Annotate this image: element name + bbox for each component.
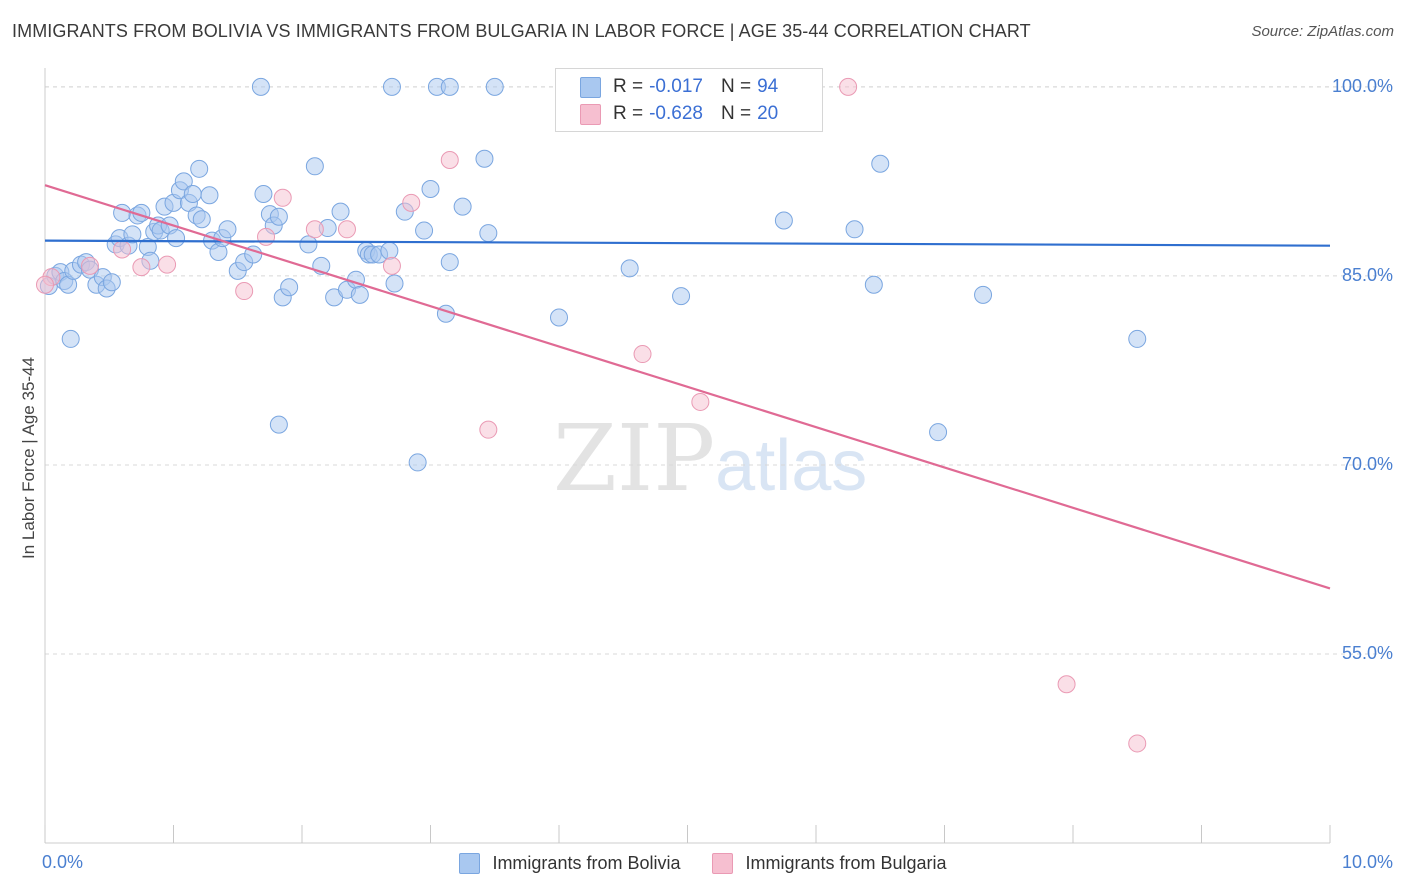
bolivia-point (174, 172, 193, 191)
bulgaria-point (235, 282, 254, 301)
y-tick-label: 70.0% (1341, 453, 1393, 474)
bulgaria-point (839, 77, 858, 96)
legend-label-bulgaria: Immigrants from Bulgaria (745, 853, 947, 873)
legend-label-bolivia: Immigrants from Bolivia (492, 853, 681, 873)
x-tick-label-max: 10.0% (1341, 852, 1393, 872)
bolivia-point (672, 287, 691, 306)
bolivia-point (200, 186, 219, 205)
bolivia-point (440, 77, 459, 96)
y-tick-label: 55.0% (1341, 642, 1393, 663)
bolivia-point (871, 154, 890, 173)
legend-swatch-bolivia (580, 76, 601, 98)
bulgaria-point (691, 392, 710, 411)
bolivia-point (192, 210, 211, 229)
bolivia-point (845, 220, 864, 239)
bulgaria-point (382, 256, 401, 275)
bolivia-point (299, 235, 318, 254)
bolivia-point (331, 202, 350, 221)
watermark-atlas: atlas (715, 426, 868, 506)
bulgaria-point (440, 150, 459, 169)
bulgaria-point (479, 420, 498, 439)
bulgaria-point (1128, 734, 1147, 753)
bolivia-point (350, 285, 369, 304)
watermark-zip: ZIP (553, 405, 716, 512)
bolivia-point (167, 229, 186, 248)
bulgaria-point (633, 345, 652, 364)
bolivia-point (1128, 329, 1147, 348)
legend-swatch-bulgaria (580, 103, 601, 125)
bolivia-point (485, 77, 504, 96)
x-tick-label-min: 0.0% (42, 852, 84, 872)
bulgaria-point (337, 220, 356, 239)
legend-swatch-bulgaria (712, 853, 734, 874)
axes (44, 68, 1331, 844)
gridlines (45, 86, 1390, 655)
bolivia-point (251, 77, 270, 96)
bolivia-point (254, 185, 273, 204)
bolivia-point (385, 274, 404, 293)
watermark: ZIPatlas (553, 405, 867, 512)
bolivia-point (305, 157, 324, 176)
bolivia-point (421, 179, 440, 198)
bolivia-point (550, 308, 568, 327)
series-bulgaria-points (36, 77, 1147, 753)
bolivia-point (453, 197, 472, 216)
legend-r-label: R = (613, 76, 644, 97)
bolivia-point (929, 423, 948, 442)
bulgaria-point (158, 255, 177, 274)
legend-row-bulgaria: R = -0.628 N = 20 (580, 101, 778, 127)
bolivia-point (475, 149, 494, 168)
bolivia-point (408, 453, 427, 472)
source-credit: Source: ZipAtlas.com (1251, 23, 1394, 40)
bolivia-point (774, 211, 793, 230)
bolivia-point (123, 225, 142, 244)
bolivia-trend-line (44, 239, 1331, 247)
bolivia-point (190, 159, 209, 178)
bolivia-point (269, 415, 288, 434)
bolivia-point (269, 207, 288, 226)
bulgaria-point (132, 258, 151, 277)
bulgaria-point (257, 227, 276, 246)
y-tick-label: 85.0% (1341, 264, 1393, 285)
bulgaria-point (402, 193, 421, 212)
legend-n-label: N = (720, 76, 752, 97)
legend-swatch-bolivia (459, 853, 481, 874)
bolivia-point (61, 329, 80, 348)
legend-n-label: N = (720, 103, 752, 124)
legend-r-value: -0.628 (649, 103, 703, 124)
bulgaria-point (305, 220, 324, 239)
bolivia-point (380, 241, 399, 260)
bolivia-point (864, 275, 883, 294)
bolivia-point (102, 273, 121, 292)
legend-row-bolivia: R = -0.017 N = 94 (580, 74, 778, 100)
bolivia-point (974, 285, 993, 304)
trend-lines (44, 184, 1331, 590)
series-legend: Immigrants from Bolivia Immigrants from … (0, 853, 1406, 874)
bulgaria-trend-line (44, 184, 1331, 590)
bolivia-point (479, 224, 498, 243)
legend-r-value: -0.017 (649, 76, 703, 97)
bulgaria-point (113, 240, 132, 259)
legend-item-bolivia: Immigrants from Bolivia (459, 853, 680, 874)
bolivia-point (440, 253, 459, 272)
legend-r-label: R = (613, 103, 644, 124)
legend-n-value: 94 (757, 76, 779, 97)
bulgaria-point (273, 188, 292, 207)
bolivia-point (280, 278, 299, 297)
bulgaria-point (36, 275, 54, 294)
stats-legend: R = -0.017 N = 94 R = -0.628 N = 20 (555, 68, 823, 132)
bulgaria-point (1057, 675, 1076, 694)
chart-title: IMMIGRANTS FROM BOLIVIA VS IMMIGRANTS FR… (12, 21, 1031, 41)
bolivia-point (415, 221, 434, 240)
bulgaria-point (80, 256, 99, 275)
bolivia-point (183, 185, 202, 204)
bolivia-point (218, 220, 237, 239)
legend-n-value: 20 (757, 103, 779, 124)
y-tick-label: 100.0% (1331, 75, 1393, 96)
legend-item-bulgaria: Immigrants from Bulgaria (712, 853, 947, 874)
bolivia-point (620, 259, 639, 278)
bolivia-point (382, 77, 401, 96)
series-bolivia-points (39, 77, 1147, 472)
